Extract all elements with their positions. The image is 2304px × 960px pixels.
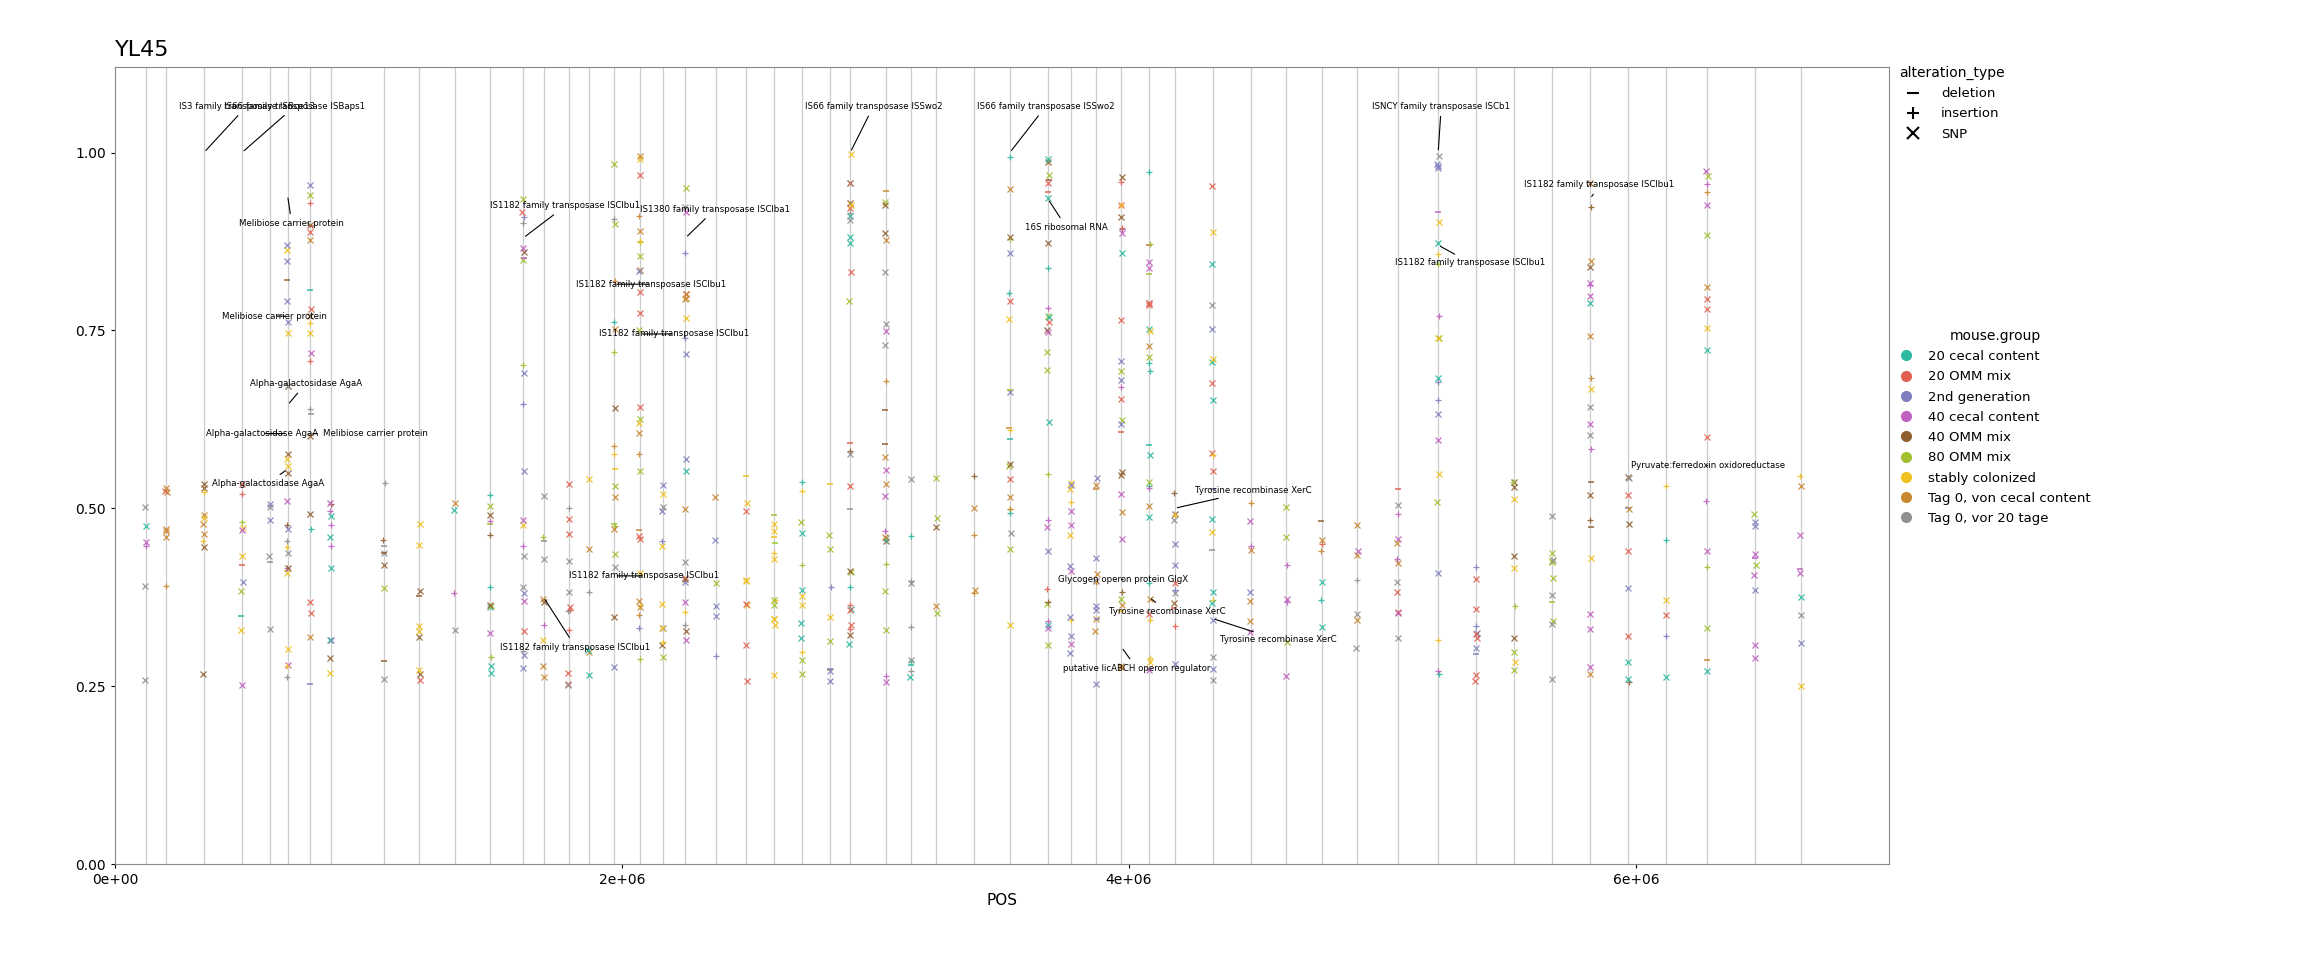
Legend: 20 cecal content, 20 OMM mix, 2nd generation, 40 cecal content, 40 OMM mix, 80 O: 20 cecal content, 20 OMM mix, 2nd genera…	[1898, 328, 2092, 525]
Text: IS1182 family transposase ISClbu1: IS1182 family transposase ISClbu1	[1525, 180, 1675, 197]
Text: IS1182 family transposase ISClbu1: IS1182 family transposase ISClbu1	[599, 329, 749, 339]
Text: IS1182 family transposase ISClbu1: IS1182 family transposase ISClbu1	[491, 202, 641, 236]
Text: Alpha-galactosidase AgaA: Alpha-galactosidase AgaA	[207, 429, 318, 438]
Text: IS3 family transposase ISBce13: IS3 family transposase ISBce13	[180, 102, 316, 151]
Text: Tyrosine recombinase XerC: Tyrosine recombinase XerC	[1108, 599, 1226, 616]
Text: ISNCY family transposase ISCb1: ISNCY family transposase ISCb1	[1373, 102, 1509, 150]
Text: IS1182 family transposase ISClbu1: IS1182 family transposase ISClbu1	[1394, 247, 1546, 267]
Text: YL45: YL45	[115, 40, 170, 60]
Text: Pyruvate:ferredoxin oxidoreductase: Pyruvate:ferredoxin oxidoreductase	[1631, 461, 1786, 470]
X-axis label: POS: POS	[986, 893, 1018, 907]
Text: Glycogen operon protein GlgX: Glycogen operon protein GlgX	[1058, 575, 1189, 584]
Text: 16S ribosomal RNA: 16S ribosomal RNA	[1025, 202, 1108, 231]
Text: Melibiose carrier protein: Melibiose carrier protein	[313, 429, 429, 438]
Text: Tyrosine recombinase XerC: Tyrosine recombinase XerC	[1177, 486, 1311, 508]
Text: Alpha-galactosidase AgaA: Alpha-galactosidase AgaA	[212, 470, 323, 488]
Text: Melibiose carrier protein: Melibiose carrier protein	[240, 198, 343, 228]
Text: IS1182 family transposase ISClbu1: IS1182 family transposase ISClbu1	[576, 279, 726, 289]
Text: IS1380 family transposase ISClba1: IS1380 family transposase ISClba1	[641, 205, 790, 236]
Text: Melibiose carrier protein: Melibiose carrier protein	[221, 312, 327, 321]
Text: IS1182 family transposase ISClbu1: IS1182 family transposase ISClbu1	[500, 600, 650, 652]
Text: IS66 family transposase ISBaps1: IS66 family transposase ISBaps1	[223, 102, 366, 151]
Text: Alpha-galactosidase AgaA: Alpha-galactosidase AgaA	[249, 379, 362, 403]
Text: putative licABCH operon regulator: putative licABCH operon regulator	[1062, 649, 1210, 673]
Text: Tyrosine recombinase XerC: Tyrosine recombinase XerC	[1214, 619, 1336, 644]
Text: IS66 family transposase ISSwo2: IS66 family transposase ISSwo2	[977, 102, 1115, 151]
Text: IS66 family transposase ISSwo2: IS66 family transposase ISSwo2	[804, 102, 942, 150]
Text: IS1182 family transposase ISClbu1: IS1182 family transposase ISClbu1	[569, 571, 719, 581]
